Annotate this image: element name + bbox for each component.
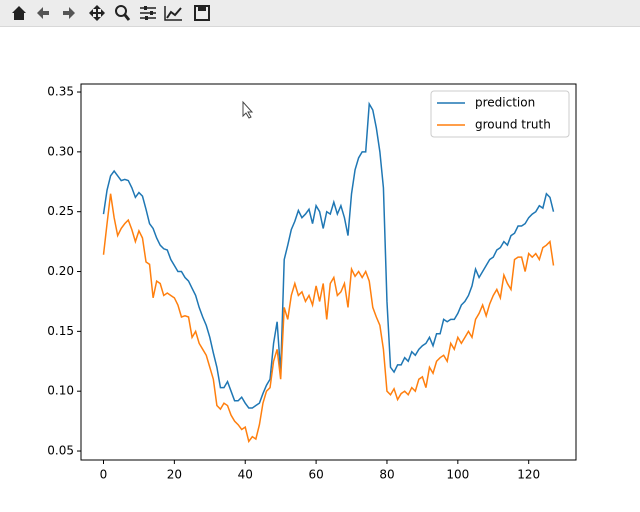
configure-button[interactable] <box>140 6 156 20</box>
y-tick-label: 0.30 <box>47 144 74 158</box>
y-tick-label: 0.25 <box>47 204 74 218</box>
axes-button[interactable] <box>164 6 182 21</box>
x-tick-label: 80 <box>379 468 394 482</box>
zoom-button[interactable] <box>115 5 131 21</box>
pan-button[interactable] <box>89 5 105 21</box>
x-tick-label: 100 <box>446 468 469 482</box>
y-tick-label: 0.20 <box>47 264 74 278</box>
axes-frame <box>80 83 577 461</box>
back-button[interactable] <box>37 7 49 19</box>
chart: 0 20 40 60 80 100 120 0.05 0.10 0.15 0.20 0.25 0.30 0… <box>47 83 577 482</box>
legend-label: ground truth <box>475 118 551 132</box>
data-line <box>102 101 555 409</box>
legend-box <box>430 90 570 138</box>
forward-button[interactable] <box>63 7 75 19</box>
home-button[interactable] <box>12 6 26 20</box>
y-tick-label: 0.05 <box>47 444 74 458</box>
x-tick-label: 60 <box>308 468 323 482</box>
mouse-cursor <box>242 100 254 119</box>
toolbar <box>0 0 640 27</box>
data-line <box>102 193 555 444</box>
legend: prediction ground truth <box>430 90 570 138</box>
x-tick-label: 0 <box>100 468 108 482</box>
x-tick-label: 40 <box>238 468 253 482</box>
save-button[interactable] <box>194 5 210 21</box>
y-tick-label: 0.10 <box>47 384 74 398</box>
legend-label: prediction <box>475 96 535 110</box>
x-tick-label: 120 <box>517 468 540 482</box>
x-tick-label: 20 <box>167 468 182 482</box>
y-tick-label: 0.35 <box>47 85 74 99</box>
y-tick-label: 0.15 <box>47 324 74 338</box>
